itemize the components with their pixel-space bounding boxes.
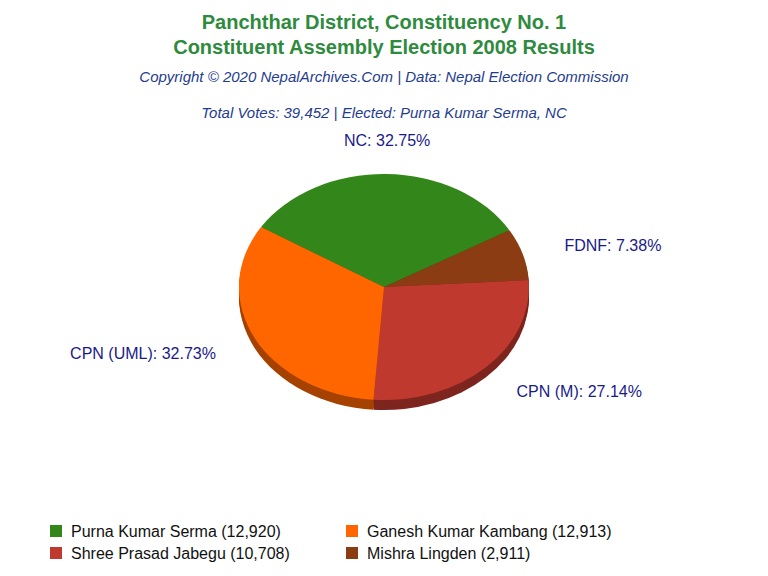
note: Total Votes: 39,452 | Elected: Purna Kum…: [201, 104, 567, 121]
label-value: 32.73%: [162, 345, 216, 362]
legend-label: Mishra Lingden (2,911): [367, 545, 530, 562]
pie: [239, 174, 529, 410]
legend-swatch: [50, 547, 62, 559]
label-category: FDNF: [564, 237, 607, 254]
legend: Purna Kumar Serma (12,920) Ganesh Kumar K…: [50, 523, 612, 562]
data-label: CPN (M): 27.14%: [517, 383, 642, 400]
label-value: 32.75%: [376, 132, 430, 149]
legend-label: Ganesh Kumar Kambang (12,913): [367, 523, 612, 540]
label-category: NC: [344, 132, 367, 149]
data-labels: NC: 32.75%FDNF: 7.38%CPN (M): 27.14%CPN …: [70, 132, 661, 400]
data-label: NC: 32.75%: [344, 132, 430, 149]
slice: [239, 227, 384, 400]
legend-swatch: [346, 525, 358, 537]
pie-top: [239, 174, 529, 400]
slice: [384, 230, 529, 287]
legend-label: Shree Prasad Jabegu (10,708): [71, 545, 290, 562]
chart: Panchthar District, Constituency No. 1 Co…: [0, 0, 768, 576]
label-value: 7.38%: [616, 237, 661, 254]
label-value: 27.14%: [588, 383, 642, 400]
data-label: CPN (UML): 32.73%: [70, 345, 216, 362]
legend-swatch: [346, 547, 358, 559]
note: Copyright © 2020 NepalArchives.Com | Dat…: [139, 68, 628, 85]
legend-swatch: [50, 525, 62, 537]
subtitle: Constituent Assembly Election 2008 Resul…: [173, 36, 595, 58]
label-category: CPN (M): [517, 383, 579, 400]
legend-label: Purna Kumar Serma (12,920): [71, 523, 281, 540]
data-label: FDNF: 7.38%: [564, 237, 661, 254]
slice: [373, 280, 529, 400]
title: Panchthar District, Constituency No. 1: [202, 11, 567, 33]
label-category: CPN (UML): [70, 345, 153, 362]
